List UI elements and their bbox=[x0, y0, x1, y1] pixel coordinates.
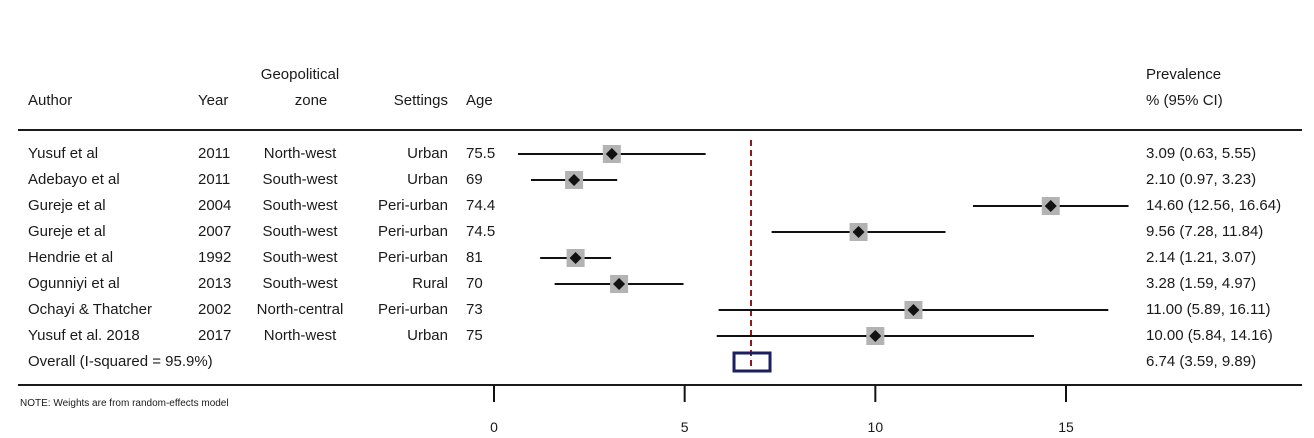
row-settings: Rural bbox=[412, 275, 448, 292]
row-author: Yusuf et al. 2018 bbox=[28, 327, 140, 344]
row-author: Adebayo et al bbox=[28, 171, 120, 188]
row-year: 2007 bbox=[198, 223, 232, 240]
row-prevalence-ci: 2.14 (1.21, 3.07) bbox=[1146, 249, 1257, 266]
row-age: 69 bbox=[466, 171, 483, 188]
row-settings: Peri-urban bbox=[377, 301, 448, 318]
row-zone: North-west bbox=[263, 327, 337, 344]
row-age: 75 bbox=[466, 327, 483, 344]
row-age: 70 bbox=[466, 275, 483, 292]
row-year: 2004 bbox=[198, 197, 232, 214]
header-rule bbox=[18, 129, 1302, 131]
header-settings: Settings bbox=[393, 92, 448, 109]
row-author: Ogunniyi et al bbox=[28, 275, 120, 292]
row-zone: South-west bbox=[262, 171, 338, 188]
row-settings: Peri-urban bbox=[377, 223, 448, 240]
row-author: Gureje et al bbox=[28, 197, 106, 214]
header-zone-line2: zone bbox=[294, 92, 328, 109]
point-estimate-marker bbox=[1044, 200, 1057, 212]
x-tick-label: 15 bbox=[1058, 419, 1074, 435]
row-prevalence-ci: 10.00 (5.84, 14.16) bbox=[1146, 327, 1273, 344]
row-settings: Urban bbox=[407, 171, 448, 188]
row-settings: Peri-urban bbox=[377, 249, 448, 266]
row-author: Yusuf et al bbox=[28, 145, 99, 162]
row-age: 74.4 bbox=[466, 197, 496, 214]
row-age: 81 bbox=[466, 249, 483, 266]
header-year: Year bbox=[198, 92, 229, 109]
row-age: 75.5 bbox=[466, 145, 496, 162]
point-estimate-marker bbox=[852, 226, 865, 238]
row-year: 1992 bbox=[198, 249, 232, 266]
row-prevalence-ci: 14.60 (12.56, 16.64) bbox=[1146, 197, 1282, 214]
header-zone-line1: Geopolitical bbox=[260, 66, 340, 83]
row-year: 2002 bbox=[198, 301, 232, 318]
row-prevalence-ci: 11.00 (5.89, 16.11) bbox=[1146, 301, 1271, 318]
overall-estimate-box bbox=[732, 351, 772, 373]
row-year: 2013 bbox=[198, 275, 232, 292]
row-zone: North-west bbox=[263, 145, 337, 162]
point-estimate-marker bbox=[613, 278, 626, 290]
overall-label: Overall (I-squared = 95.9%) bbox=[28, 353, 213, 370]
x-tick-label: 10 bbox=[868, 419, 884, 435]
header-author: Author bbox=[28, 92, 73, 109]
row-author: Ochayi & Thatcher bbox=[28, 301, 152, 318]
row-zone: North-central bbox=[256, 301, 344, 318]
row-prevalence-ci: 3.28 (1.59, 4.97) bbox=[1146, 275, 1257, 292]
row-year: 2011 bbox=[198, 145, 231, 162]
point-estimate-marker bbox=[569, 252, 582, 264]
row-age: 73 bbox=[466, 301, 483, 318]
point-estimate-marker bbox=[568, 174, 581, 186]
row-zone: South-west bbox=[262, 249, 338, 266]
row-zone: South-west bbox=[262, 197, 338, 214]
header-prevalence-line2: % (95% CI) bbox=[1146, 92, 1223, 109]
x-tick-label: 5 bbox=[681, 419, 689, 435]
row-author: Gureje et al bbox=[28, 223, 106, 240]
row-settings: Urban bbox=[407, 145, 448, 162]
row-prevalence-ci: 2.10 (0.97, 3.23) bbox=[1146, 171, 1257, 188]
note-text: NOTE: Weights are from random-effects mo… bbox=[20, 398, 229, 409]
point-estimate-marker bbox=[869, 330, 882, 342]
footer-rule bbox=[18, 384, 1302, 386]
row-settings: Urban bbox=[407, 327, 448, 344]
header-prevalence-line1: Prevalence bbox=[1146, 66, 1222, 83]
row-author: Hendrie et al bbox=[28, 249, 114, 266]
row-zone: South-west bbox=[262, 223, 338, 240]
x-tick-label: 0 bbox=[490, 419, 498, 435]
row-age: 74.5 bbox=[466, 223, 496, 240]
overall-prevalence-ci: 6.74 (3.59, 9.89) bbox=[1146, 353, 1257, 370]
row-zone: South-west bbox=[262, 275, 338, 292]
row-settings: Peri-urban bbox=[377, 197, 448, 214]
point-estimate-marker bbox=[907, 304, 920, 316]
header-age: Age bbox=[466, 92, 493, 109]
row-prevalence-ci: 3.09 (0.63, 5.55) bbox=[1146, 145, 1257, 162]
row-year: 2011 bbox=[198, 171, 231, 188]
row-prevalence-ci: 9.56 (7.28, 11.84) bbox=[1146, 223, 1264, 240]
row-year: 2017 bbox=[198, 327, 232, 344]
point-estimate-marker bbox=[605, 148, 618, 160]
